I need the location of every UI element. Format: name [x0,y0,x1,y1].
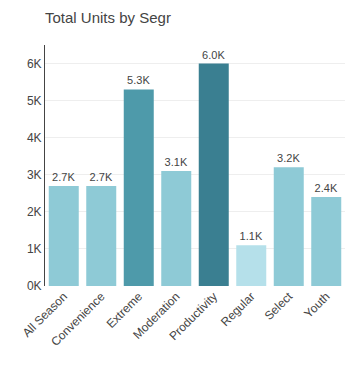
svg-text:6K: 6K [27,57,42,71]
svg-text:3.2K: 3.2K [277,152,300,164]
svg-text:Select: Select [262,289,296,323]
svg-text:5K: 5K [27,94,42,108]
svg-text:Convenience: Convenience [48,289,108,349]
svg-text:Moderation: Moderation [130,289,182,341]
svg-text:1.1K: 1.1K [240,230,263,242]
svg-text:5.3K: 5.3K [127,74,150,86]
svg-text:3.1K: 3.1K [165,156,188,168]
svg-text:Youth: Youth [301,289,332,320]
svg-text:Total Units by Segr: Total Units by Segr [45,9,171,26]
svg-text:2.4K: 2.4K [315,182,338,194]
svg-text:6.0K: 6.0K [202,49,225,61]
svg-text:4K: 4K [27,131,42,145]
svg-text:0K: 0K [27,279,42,293]
svg-text:Extreme: Extreme [104,289,146,331]
svg-text:2.7K: 2.7K [52,171,75,183]
svg-text:2.7K: 2.7K [90,171,113,183]
svg-text:Productivity: Productivity [166,289,220,343]
svg-text:1K: 1K [27,242,42,256]
svg-text:Regular: Regular [218,289,258,329]
svg-text:All Season: All Season [20,289,70,339]
svg-text:2K: 2K [27,205,42,219]
svg-text:3K: 3K [27,168,42,182]
